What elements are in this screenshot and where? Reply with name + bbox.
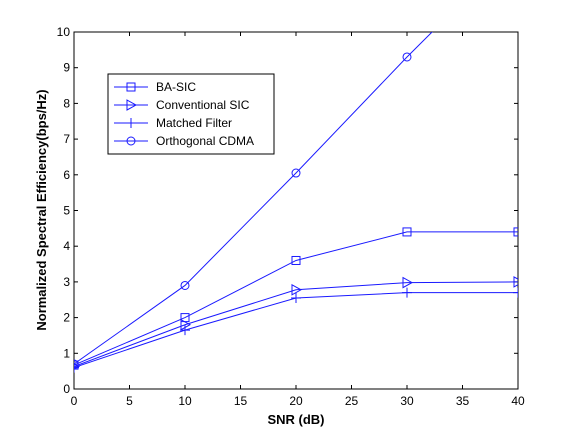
data-point-conventional-sic [513, 276, 518, 288]
y-tick-label: 7 [63, 132, 70, 146]
legend-marker [126, 82, 136, 92]
data-point-matched-filter [402, 287, 412, 298]
data-point-conventional-sic [402, 276, 414, 289]
data-point-ba-sic [291, 255, 301, 265]
data-point-orthogonal-cdma [180, 280, 190, 290]
legend-entry-label: Matched Filter [156, 116, 232, 130]
data-point-orthogonal-cdma [291, 168, 301, 178]
legend-marker [126, 118, 136, 128]
axis-ticks: 0 5 10 15 20 25 30 35 40 0 1 2 3 4 5 6 7 8 9 10 [57, 25, 525, 408]
x-tick-label: 20 [289, 394, 303, 408]
y-tick-label: 1 [63, 346, 70, 360]
y-axis-label: Normalized Spectral Efficiency(bps/Hz) [34, 89, 49, 330]
y-tick-label: 0 [63, 382, 70, 396]
data-point-ba-sic [402, 227, 412, 237]
x-tick-label: 30 [400, 394, 414, 408]
data-point-matched-filter [180, 325, 190, 336]
x-tick-label: 25 [345, 394, 359, 408]
x-tick-label: 5 [126, 394, 133, 408]
y-tick-label: 5 [63, 204, 70, 218]
y-tick-label: 10 [57, 25, 71, 39]
data-point-matched-filter [291, 292, 301, 303]
x-tick-label: 35 [456, 394, 470, 408]
legend: BA-SIC Conventional SIC Matched Filter Orth… [107, 73, 275, 155]
series-line-conventional-sic [74, 281, 518, 367]
x-axis-label: SNR (dB) [267, 412, 324, 427]
legend-marker [126, 136, 136, 146]
y-tick-label: 3 [63, 275, 70, 289]
x-tick-label: 0 [71, 394, 78, 408]
legend-entry-label: BA-SIC [156, 80, 196, 94]
data-point-matched-filter [513, 287, 518, 298]
legend-entry-label: Orthogonal CDMA [156, 134, 254, 148]
series-layer [74, 32, 518, 373]
series-line-ba-sic [74, 231, 518, 366]
y-tick-label: 8 [63, 96, 70, 110]
y-tick-label: 4 [63, 239, 70, 253]
x-tick-label: 10 [178, 394, 192, 408]
data-point-ba-sic [513, 227, 518, 237]
series-line-orthogonal-cdma [74, 32, 433, 365]
y-tick-label: 9 [63, 61, 70, 75]
legend-marker [126, 99, 138, 111]
data-point-matched-filter [74, 362, 79, 373]
data-point-orthogonal-cdma [74, 359, 79, 369]
x-tick-label: 40 [511, 394, 525, 408]
y-tick-label: 6 [63, 168, 70, 182]
y-tick-label: 2 [63, 311, 70, 325]
x-tick-label: 15 [234, 394, 248, 408]
data-point-conventional-sic [291, 283, 303, 296]
legend-entry-label: Conventional SIC [156, 98, 250, 112]
data-point-orthogonal-cdma [402, 52, 412, 62]
